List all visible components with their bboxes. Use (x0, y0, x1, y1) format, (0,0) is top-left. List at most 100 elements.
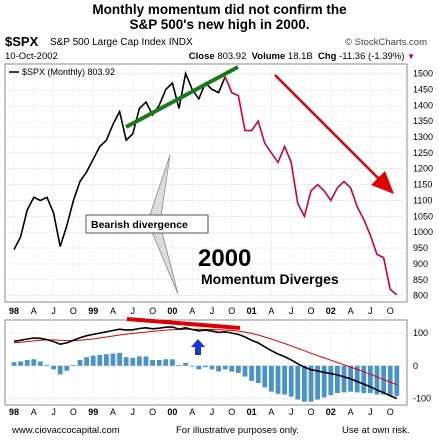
x-tick-label: 01 (247, 306, 257, 316)
histogram-bar (90, 355, 96, 366)
histogram-bar (288, 365, 294, 397)
price-panel (4, 63, 408, 303)
title-line-1: Monthly momentum did not confirm the (92, 2, 347, 17)
histogram-bar (374, 365, 380, 395)
price-y-tick: 1200 (413, 164, 433, 174)
x-tick-label: O (228, 407, 235, 417)
momentum-y-tick: 100 (413, 328, 428, 338)
x-tick-label: A (348, 407, 354, 417)
histogram-bar (163, 359, 169, 366)
histogram-bar (387, 365, 393, 396)
x-tick-label: 02 (326, 306, 336, 316)
histogram-bar (354, 365, 360, 393)
trend-line-green (125, 65, 239, 129)
x-tick-label: O (70, 306, 77, 316)
close-value: 803.92 (217, 51, 247, 62)
x-tick-label: A (31, 306, 37, 316)
price-y-tick: 1350 (413, 116, 433, 126)
price-y-tick: 1000 (413, 227, 433, 237)
histogram-bar (64, 365, 70, 371)
x-tick-label: A (189, 306, 195, 316)
x-axis-bottom: 98 A J O 99 A J O 00 A J O 01 A J O 02 A J O (9, 407, 394, 417)
histogram-bar (308, 365, 314, 402)
momentum-y-axis: 100 0 -100 (413, 328, 431, 403)
price-y-tick: 800 (413, 291, 428, 301)
x-tick-label: A (110, 407, 116, 417)
quote-values: Close 803.92 Volume 18.1B Chg -11.36 (-1… (189, 51, 415, 62)
source-credit: © StockCharts.com (345, 37, 427, 48)
footer-site: www.ciovaccocapital.com (12, 425, 120, 436)
x-tick-label: O (387, 306, 394, 316)
down-arrow-icon: ▼ (407, 52, 415, 61)
chg-value: -11.36 (-1.39%) (339, 51, 405, 62)
x-tick-label: J (51, 407, 56, 417)
histogram-bar (11, 362, 17, 366)
x-tick-label: O (228, 306, 235, 316)
momentum-annotation: Momentum Diverges (201, 271, 339, 287)
volume-label: Volume (251, 51, 286, 62)
histogram-bar (170, 359, 175, 366)
x-tick-label: A (268, 306, 274, 316)
x-tick-label: J (368, 306, 373, 316)
momentum-y-tick: 0 (413, 361, 418, 371)
momentum-y-tick: -100 (413, 393, 431, 403)
x-tick-label: J (131, 306, 136, 316)
histogram-bar (381, 365, 386, 395)
x-axis-top: 98 A J O 99 A J O 00 A J O 01 A J O 02 A J O (9, 306, 394, 316)
histogram-bar (189, 365, 195, 367)
histogram-bar (44, 365, 50, 366)
histogram-bar (255, 365, 261, 384)
x-tick-label: A (268, 407, 274, 417)
x-tick-label: A (110, 306, 116, 316)
price-y-tick: 900 (413, 259, 428, 269)
momentum-series (13, 326, 398, 400)
callout-text: Bearish divergence (91, 219, 188, 231)
price-y-tick: 850 (413, 275, 428, 285)
decline-arrow-shaft (274, 74, 381, 181)
histogram-bar (269, 365, 274, 392)
chart-title: Monthly momentum did not confirm the S&P… (0, 2, 439, 32)
histogram-bar (84, 357, 89, 366)
x-tick-label: 00 (167, 407, 177, 417)
price-y-tick: 1400 (413, 100, 433, 110)
histogram-bar (176, 365, 182, 366)
chg-label: Chg (318, 51, 337, 62)
histogram-bar (368, 365, 373, 394)
x-tick-label: O (70, 407, 77, 417)
index-name: S&P 500 Large Cap Index INDX (50, 37, 193, 48)
histogram-bar (262, 365, 268, 388)
price-y-tick: 1050 (413, 211, 433, 221)
quote-line: 10-Oct-2002 Close 803.92 Volume 18.1B Ch… (5, 51, 435, 64)
x-tick-label: 00 (167, 306, 177, 316)
histogram-bar (341, 365, 347, 393)
momentum-panel (4, 319, 408, 406)
price-y-tick: 1500 (413, 69, 433, 79)
histogram-bar (183, 362, 188, 366)
histogram-bar (97, 354, 103, 366)
price-y-tick: 1450 (413, 84, 433, 94)
histogram-bar (203, 365, 208, 368)
momentum-trend-line (126, 317, 241, 330)
histogram-bar (31, 359, 37, 366)
histogram-bar (275, 365, 281, 394)
price-y-tick: 1150 (413, 180, 432, 190)
histogram-bar (242, 365, 248, 377)
price-line-red (224, 76, 398, 296)
histogram-bar (229, 365, 235, 372)
histogram-bar (361, 365, 367, 394)
histogram-bar (335, 365, 340, 394)
histogram-bar (24, 360, 30, 366)
x-tick-label: J (210, 306, 215, 316)
x-tick-label: 99 (88, 407, 98, 417)
quote-date: 10-Oct-2002 (5, 51, 58, 62)
x-tick-label: J (289, 407, 294, 417)
x-tick-label: O (387, 407, 394, 417)
histogram-bar (394, 365, 400, 396)
histogram-bar (321, 365, 327, 398)
x-tick-label: 98 (9, 306, 19, 316)
close-label: Close (188, 51, 215, 62)
footer-risk: Use at own risk. (342, 425, 410, 436)
histogram-bar (77, 360, 83, 366)
x-tick-label: O (149, 306, 156, 316)
